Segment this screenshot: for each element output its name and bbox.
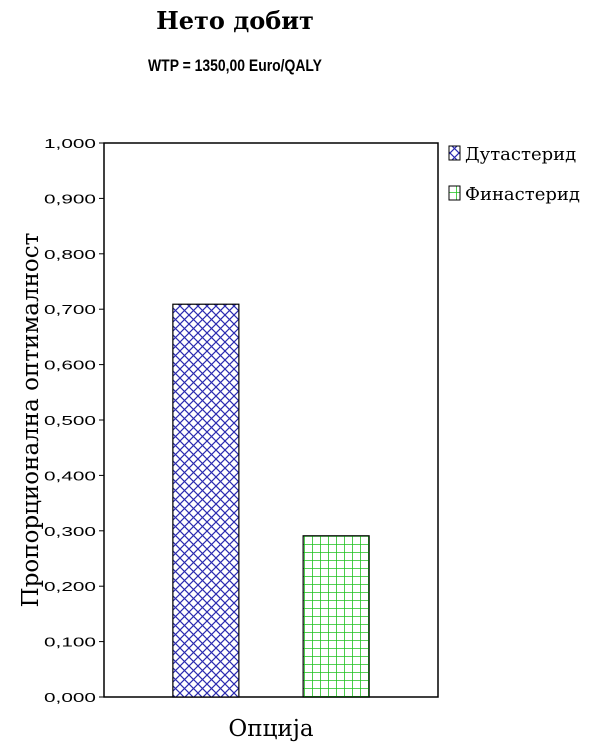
chart-subtitle: WTP = 1350,00 Euro/QALY: [148, 56, 322, 75]
y-tick-label: 0,300: [44, 524, 96, 539]
y-tick-label: 0,200: [44, 579, 96, 594]
y-tick-label: 0,500: [44, 413, 96, 428]
bar-finasteride: [302, 535, 370, 698]
legend-swatch: [448, 185, 461, 201]
legend-label: Дутастерид: [465, 144, 576, 165]
y-tick-label: 0,000: [44, 690, 96, 705]
x-axis-label: Опција: [228, 716, 313, 742]
y-axis: 0,000 0,100 0,200 0,300 0,400 0,500 0,600 0,700…: [44, 136, 104, 705]
y-tick-label: 0,100: [44, 635, 96, 650]
chart-title: Нето добит: [156, 6, 314, 35]
bars: [172, 303, 370, 698]
y-tick-label: 1,000: [44, 136, 96, 151]
legend-swatch: [448, 145, 461, 161]
plot-frame: [103, 142, 439, 698]
y-tick-label: 0,800: [44, 247, 96, 262]
legend-label: Финастерид: [465, 184, 580, 205]
legend: Дутастерид Финастерид: [448, 144, 580, 205]
y-tick-label: 0,700: [44, 302, 96, 317]
y-axis-label: Пропорционална оптималност: [18, 233, 44, 608]
y-tick-label: 0,400: [44, 468, 96, 483]
y-tick-label: 0,600: [44, 358, 96, 373]
y-tick-label: 0,900: [44, 191, 96, 206]
bar-dutasteride: [172, 303, 240, 698]
